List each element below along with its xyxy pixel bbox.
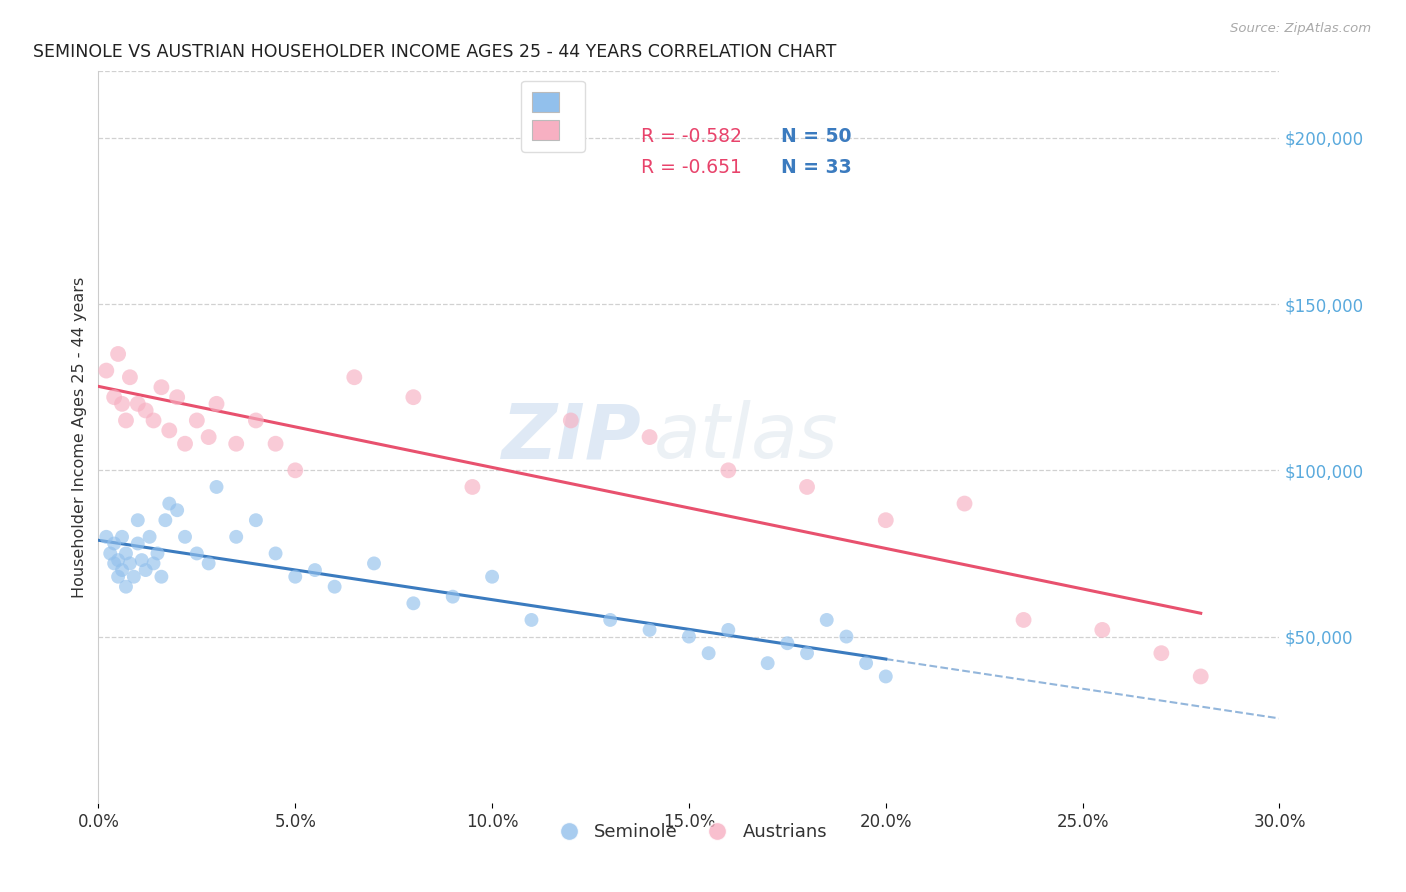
Point [103,536,125,550]
Point [115,580,138,594]
Point [717,623,740,637]
Point [953,497,976,511]
Point [157,497,180,511]
Text: R = -0.651: R = -0.651 [641,158,741,177]
Point [638,623,661,637]
Point [796,646,818,660]
Point [678,630,700,644]
Point [796,480,818,494]
Point [127,513,149,527]
Point [815,613,838,627]
Point [560,413,582,427]
Point [1189,669,1212,683]
Point [138,530,160,544]
Point [323,580,346,594]
Point [776,636,799,650]
Point [363,557,385,571]
Point [111,397,134,411]
Text: SEMINOLE VS AUSTRIAN HOUSEHOLDER INCOME AGES 25 - 44 YEARS CORRELATION CHART: SEMINOLE VS AUSTRIAN HOUSEHOLDER INCOME … [34,44,837,62]
Point [697,646,720,660]
Point [142,557,165,571]
Point [461,480,484,494]
Point [225,530,247,544]
Point [717,463,740,477]
Point [98,546,121,560]
Point [111,530,134,544]
Point [245,513,267,527]
Point [122,570,145,584]
Point [107,553,129,567]
Point [402,390,425,404]
Point [599,613,621,627]
Point [225,436,247,450]
Point [205,397,228,411]
Point [1091,623,1114,637]
Point [118,557,141,571]
Point [96,530,118,544]
Point [107,347,129,361]
Text: N = 33: N = 33 [782,158,852,177]
Point [107,570,129,584]
Point [638,430,661,444]
Point [166,390,188,404]
Point [520,613,543,627]
Point [115,413,138,427]
Point [111,563,134,577]
Point [135,403,157,417]
Point [875,669,897,683]
Text: Source: ZipAtlas.com: Source: ZipAtlas.com [1230,22,1371,36]
Point [264,436,287,450]
Point [127,536,149,550]
Point [441,590,464,604]
Point [205,480,228,494]
Point [835,630,858,644]
Point [284,463,307,477]
Point [146,546,169,560]
Point [481,570,503,584]
Point [186,413,208,427]
Point [756,656,779,670]
Point [103,557,125,571]
Point [115,546,138,560]
Text: atlas: atlas [654,401,838,474]
Y-axis label: Householder Income Ages 25 - 44 years: Householder Income Ages 25 - 44 years [72,277,87,598]
Point [284,570,307,584]
Point [1012,613,1035,627]
Point [402,596,425,610]
Legend: Seminole, Austrians: Seminole, Austrians [543,816,835,848]
Point [118,370,141,384]
Point [127,397,149,411]
Point [264,546,287,560]
Point [142,413,165,427]
Point [875,513,897,527]
Point [186,546,208,560]
Point [103,390,125,404]
Point [150,380,173,394]
Point [304,563,326,577]
Text: R = -0.582: R = -0.582 [641,127,741,145]
Point [174,436,197,450]
Point [96,363,118,377]
Point [343,370,366,384]
Text: ZIP: ZIP [502,401,641,474]
Point [197,557,219,571]
Point [166,503,188,517]
Text: N = 50: N = 50 [782,127,852,145]
Point [150,570,173,584]
Point [855,656,877,670]
Point [155,513,177,527]
Point [197,430,219,444]
Point [131,553,153,567]
Point [135,563,157,577]
Point [157,424,180,438]
Point [245,413,267,427]
Point [1150,646,1173,660]
Point [174,530,197,544]
